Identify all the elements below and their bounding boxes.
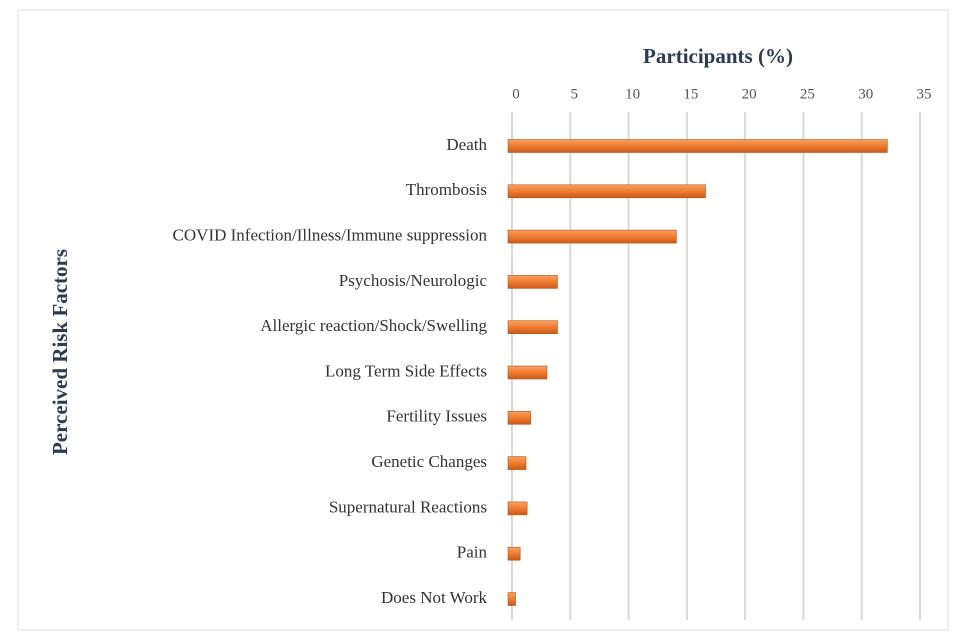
y-tick-label: Genetic Changes [371,452,487,471]
bar [507,229,677,244]
bar [507,592,516,606]
x-tick-label: 25 [800,86,815,102]
x-axis-label: Participants (%) [643,44,793,68]
bar [507,365,548,380]
x-tick-label: 15 [683,86,698,102]
y-tick-label: Psychosis/Neurologic [339,271,488,290]
x-tick-label: 0 [512,86,520,102]
y-tick-label: Long Term Side Effects [325,361,487,380]
bar [507,456,527,470]
bar [507,546,521,561]
chart-frame [17,9,949,631]
y-tick-label: Supernatural Reactions [329,497,487,516]
y-axis-label: Perceived Risk Factors [48,249,72,455]
y-tick-label: Allergic reaction/Shock/Swelling [260,316,487,335]
y-tick-label: Fertility Issues [386,407,487,426]
x-tick-label: 30 [858,86,873,102]
bar [507,501,528,516]
bar [507,410,531,425]
bar [507,139,888,153]
bar [507,320,558,335]
y-tick-label: Thrombosis [406,180,487,199]
x-tick-label: 10 [625,86,640,102]
x-tick-label: 35 [917,86,932,102]
bar [507,275,558,289]
y-tick-label: Death [446,135,487,154]
y-tick-label: Pain [457,543,488,562]
x-tick-label: 5 [571,86,579,102]
x-tick-label: 20 [742,86,757,102]
y-tick-label: Does Not Work [381,588,487,607]
bar [507,184,706,199]
y-tick-label: COVID Infection/Illness/Immune suppressi… [173,226,488,245]
